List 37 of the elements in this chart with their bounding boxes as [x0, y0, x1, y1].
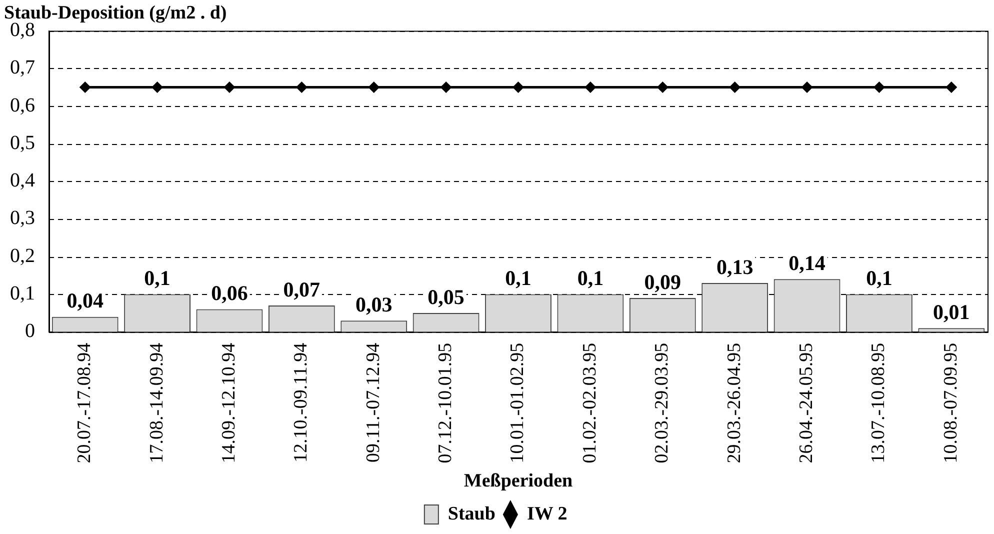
y-tick-label: 0,1: [10, 282, 35, 304]
y-tick-label: 0,3: [10, 207, 35, 230]
data-label: 0,06: [211, 281, 248, 306]
x-axis-title: Meßperioden: [464, 470, 574, 492]
x-tick-label: 17.08.-14.09.94: [146, 342, 168, 464]
x-tick-label: 02.03.-29.03.95: [652, 342, 673, 464]
y-tick-label: 0: [25, 320, 35, 342]
data-label: 0,07: [283, 277, 320, 302]
data-label: 0,1: [866, 266, 892, 290]
data-label: 0,14: [788, 251, 826, 276]
data-label: 0,1: [577, 266, 604, 290]
data-label: 0,09: [644, 270, 682, 294]
legend-label: Staub: [448, 503, 496, 524]
x-tick-label: 10.08.-07.09.95: [940, 342, 962, 464]
data-label: 0,04: [66, 288, 104, 313]
y-tick-label: 0,4: [10, 170, 35, 192]
data-label: 0,05: [428, 284, 464, 309]
legend-label: IW 2: [526, 503, 568, 524]
y-tick-label: 0,5: [10, 132, 35, 154]
x-tick-label: 07.12.-10.01.95: [435, 342, 456, 464]
y-tick-label: 0,6: [10, 94, 35, 116]
x-tick-label: 20.07.-17.08.94: [74, 342, 96, 464]
data-label: 0,03: [355, 292, 392, 317]
x-tick-label: 10.01.-01.02.95: [507, 342, 528, 464]
x-tick-label: 26.04.-24.05.95: [796, 342, 818, 464]
x-tick-label: 14.09.-12.10.94: [218, 342, 240, 464]
x-tick-label: 09.11.-07.12.94: [362, 342, 384, 462]
data-label: 0,01: [933, 300, 970, 324]
data-label: 0,13: [716, 254, 754, 279]
x-tick-label: 12.10.-09.11.94: [290, 342, 312, 462]
y-tick-label: 0,7: [10, 56, 35, 79]
data-label: 0,1: [144, 266, 170, 290]
x-tick-label: 13.07.-10.08.95: [868, 342, 890, 464]
x-tick-label: 29.03.-26.04.95: [724, 342, 745, 464]
data-label: 0,1: [505, 266, 532, 290]
y-tick-label: 0,2: [10, 244, 35, 267]
x-tick-label: 01.02.-02.03.95: [579, 342, 600, 464]
